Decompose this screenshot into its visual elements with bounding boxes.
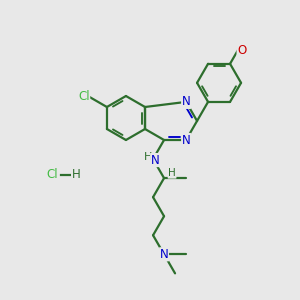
Text: H: H xyxy=(168,168,176,178)
Text: Cl: Cl xyxy=(78,89,90,103)
Text: Cl: Cl xyxy=(46,169,58,182)
Text: N: N xyxy=(160,248,168,261)
Text: N: N xyxy=(151,154,159,166)
Text: O: O xyxy=(237,44,246,57)
Text: N: N xyxy=(182,134,190,146)
Text: N: N xyxy=(182,95,190,108)
Text: H: H xyxy=(72,169,80,182)
Text: H: H xyxy=(144,152,152,162)
